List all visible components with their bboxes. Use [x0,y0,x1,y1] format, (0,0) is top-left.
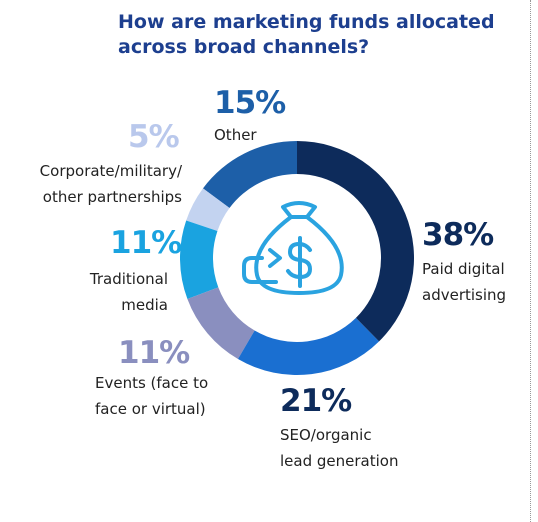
value-label: 38% [422,217,494,253]
donut-segment [202,141,297,208]
category-label: Paid digital advertising [422,260,507,304]
value-label: 5% [128,119,180,155]
value-label: 11% [118,335,190,371]
money-bag-icon [242,201,344,295]
value-label: 15% [214,85,286,121]
donut-segment [187,287,255,360]
donut-segment [237,317,380,375]
value-label: 11% [110,225,182,261]
chart-title: How are marketing funds allocated across… [118,11,495,58]
category-label: SEO/organic lead generation [280,426,399,470]
value-label: 21% [280,383,352,419]
category-label: Events (face to face or virtual) [95,374,209,418]
category-label: Corporate/military/ other partnerships [39,162,182,206]
category-label: Other [214,126,257,144]
donut-segment [186,188,230,232]
divider [530,0,531,522]
donut-segment [179,220,219,299]
category-label: Traditional media [89,270,168,314]
donut-segment [297,141,414,342]
